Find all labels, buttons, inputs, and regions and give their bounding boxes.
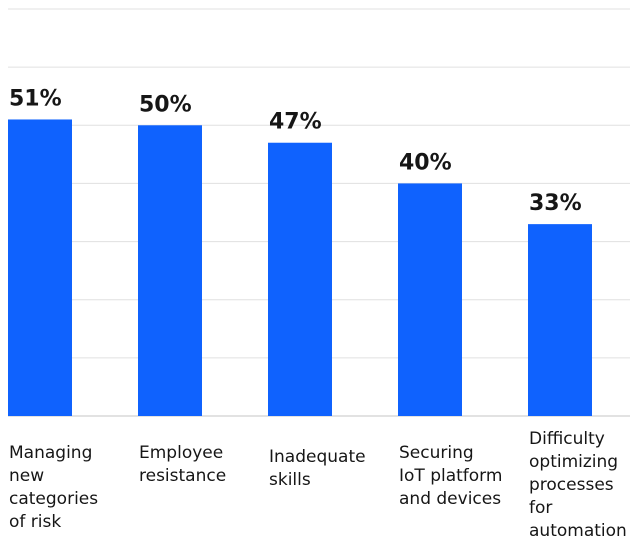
bar-3 [268, 142, 332, 416]
category-label-line: of risk [9, 512, 61, 532]
category-label-4: Securing IoT platform and devices [399, 443, 502, 509]
bar-2 [138, 125, 202, 417]
category-label-line: and devices [399, 489, 501, 509]
value-label-3: 47% [269, 110, 322, 135]
bar-4 [398, 183, 462, 416]
category-label-1: Managing new categories of risk [9, 443, 98, 532]
bar-1 [8, 119, 72, 416]
category-label-line: optimizing [529, 452, 618, 472]
category-label-line: new [9, 466, 44, 486]
value-label-1: 51% [9, 86, 62, 111]
value-label-2: 50% [139, 92, 192, 117]
category-label-line: Securing [399, 443, 474, 463]
category-label-line: for [529, 498, 552, 518]
category-label-line: categories [9, 489, 98, 509]
category-label-line: Inadequate [269, 447, 366, 467]
value-label-4: 40% [399, 150, 452, 175]
category-label-2: Employee resistance [139, 443, 226, 486]
category-label-line: IoT platform [399, 466, 502, 486]
value-label-5: 33% [529, 191, 582, 216]
category-label-line: Employee [139, 443, 223, 463]
bar-5 [528, 224, 592, 416]
category-labels: Managing new categories of risk Employee resi… [9, 429, 627, 541]
category-label-line: processes [529, 475, 614, 495]
category-label-line: Managing [9, 443, 92, 463]
category-label-line: skills [269, 470, 311, 490]
value-labels: 51% 50% 47% 40% 33% [9, 86, 582, 216]
category-label-line: Difficulty [529, 429, 605, 449]
category-label-line: resistance [139, 466, 226, 486]
category-label-line: automation [529, 521, 627, 541]
category-label-5: Difficulty optimizing processes for automati… [529, 429, 627, 541]
category-label-3: Inadequate skills [269, 447, 366, 490]
bars [8, 119, 592, 417]
